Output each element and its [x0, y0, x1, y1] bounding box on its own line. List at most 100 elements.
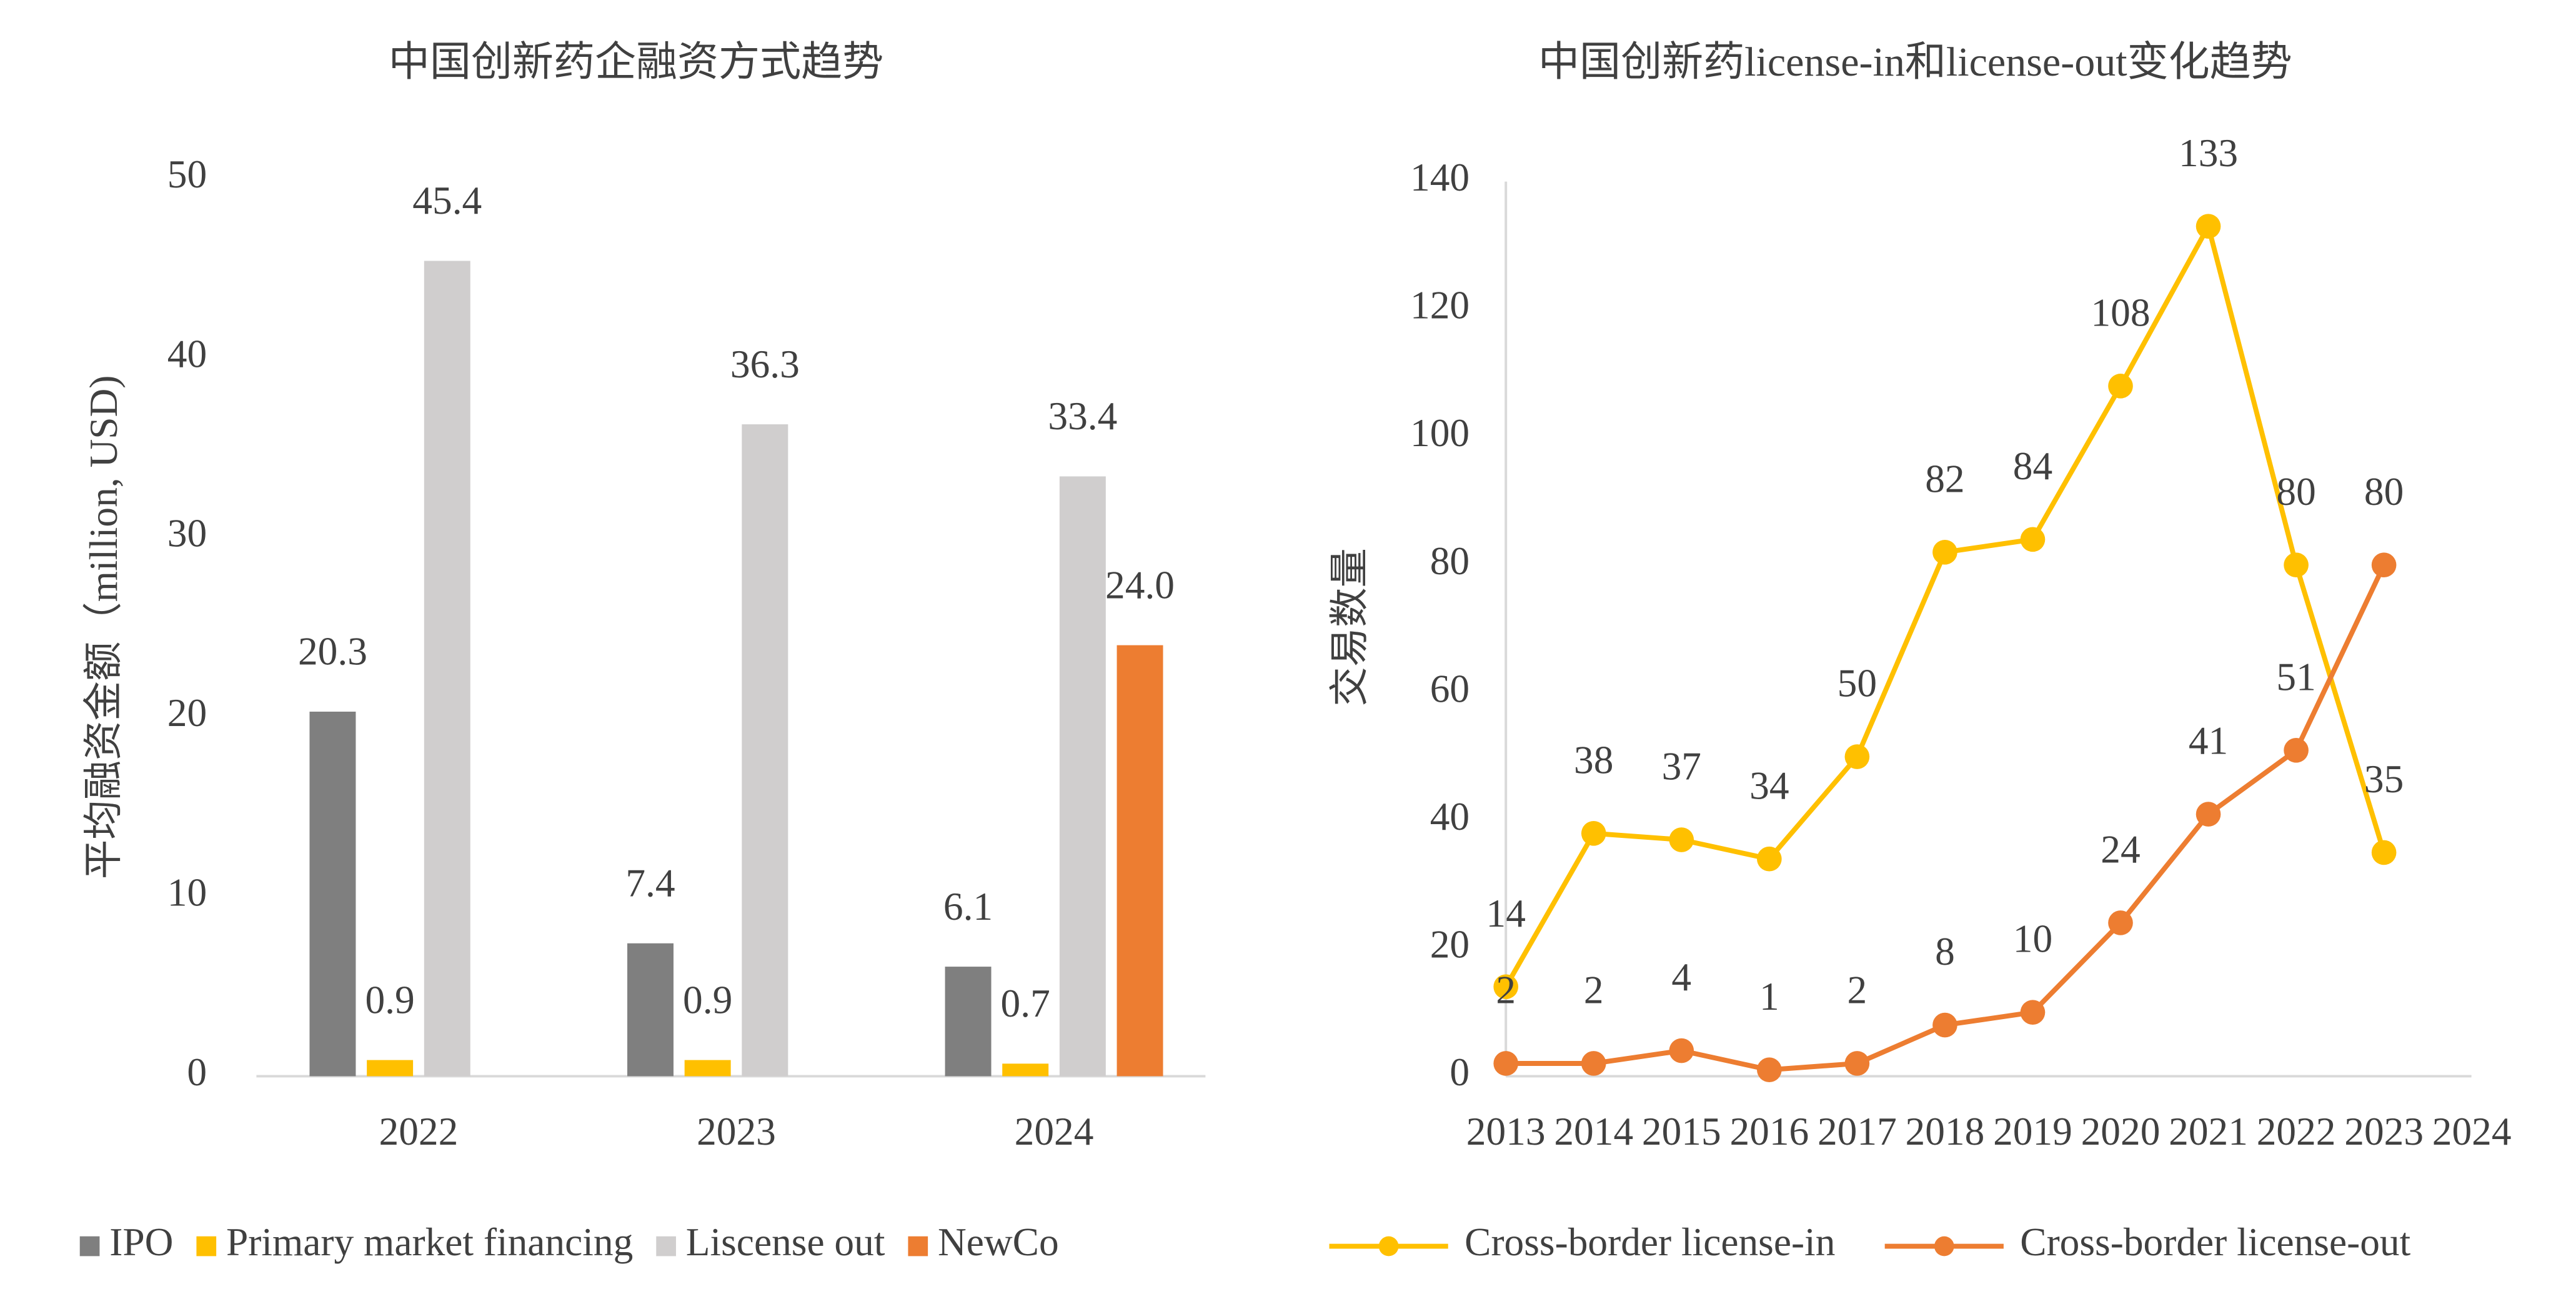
line [1503, 219, 2387, 988]
legend-label: Primary market financing [226, 1220, 633, 1264]
y-tick-label: 80 [1430, 539, 1470, 583]
x-tick-label: 2023 [2344, 1110, 2424, 1153]
point [2371, 552, 2397, 578]
legend-swatch [196, 1236, 217, 1257]
data-label: 45.4 [412, 179, 482, 222]
point [1581, 820, 1606, 846]
data-label: 4 [1671, 955, 1691, 999]
bar [1116, 645, 1163, 1077]
legend-label: IPO [109, 1220, 173, 1264]
legend-label: NewCo [938, 1220, 1059, 1264]
data-label: 50 [1838, 662, 1877, 705]
point [2020, 1000, 2046, 1025]
bar [309, 711, 356, 1077]
point [2108, 910, 2133, 935]
data-label: 35 [2364, 757, 2404, 801]
chart-title: 中国创新药企融资方式趋势 [389, 39, 883, 85]
data-label: 2 [1496, 968, 1516, 1012]
point [2108, 374, 2133, 399]
data-label: 82 [1925, 457, 1964, 500]
x-tick-label: 2021 [2169, 1110, 2248, 1153]
point [1932, 1012, 1957, 1038]
data-label: 133 [2179, 131, 2238, 175]
chart-title: 中国创新药license-in和license-out变化趋势 [1538, 39, 2292, 85]
point [2284, 738, 2309, 763]
data-label: 2 [1584, 968, 1604, 1012]
x-tick-label: 2015 [1642, 1110, 1721, 1153]
y-tick-label: 40 [1430, 795, 1470, 839]
x-tick-label: 2016 [1729, 1110, 1809, 1153]
y-tick-label: 0 [187, 1050, 207, 1094]
data-label: 33.4 [1048, 394, 1117, 438]
point [2284, 552, 2309, 578]
y-tick-label: 40 [167, 332, 207, 376]
y-tick-label: 140 [1410, 156, 1470, 199]
legend-label: Liscense out [686, 1220, 885, 1264]
data-label: 8 [1935, 930, 1955, 973]
y-tick-label: 120 [1410, 284, 1470, 327]
point [1844, 1051, 1870, 1076]
data-label: 38 [1574, 738, 1613, 782]
y-tick-label: 100 [1410, 411, 1470, 455]
data-label: 51 [2276, 655, 2315, 699]
legend-label: Cross-border license-out [2020, 1220, 2410, 1264]
y-tick-label: 20 [167, 691, 207, 735]
x-tick-label: 2024 [1015, 1110, 1094, 1153]
point [1844, 744, 1870, 769]
x-tick-label: 2018 [1906, 1110, 1985, 1153]
data-label: 2 [1847, 968, 1867, 1012]
bar [1059, 476, 1106, 1077]
point [2020, 527, 2046, 552]
legend-swatch [908, 1236, 928, 1257]
x-tick-label: 2024 [2432, 1110, 2512, 1153]
data-label: 34 [1749, 764, 1789, 807]
bar [367, 1060, 414, 1077]
point [1932, 539, 1957, 565]
data-label: 24 [2101, 828, 2140, 872]
y-axis-label: 交易数量 [1328, 548, 1372, 707]
bar [627, 943, 674, 1077]
point [1669, 1038, 1694, 1063]
point [2196, 214, 2221, 239]
legend-label: Cross-border license-in [1465, 1220, 1835, 1264]
point [1581, 1051, 1606, 1076]
legend-swatch [79, 1236, 100, 1257]
x-tick-label: 2014 [1554, 1110, 1633, 1153]
bar [742, 424, 788, 1077]
y-tick-label: 50 [167, 152, 207, 196]
y-tick-label: 30 [167, 512, 207, 555]
legend-swatch [656, 1236, 676, 1257]
data-label: 24.0 [1105, 563, 1175, 607]
point [1493, 1051, 1519, 1076]
bar [1002, 1063, 1049, 1077]
point [1493, 974, 1519, 1000]
y-axis-label: 平均融资金额（million, USD) [82, 376, 126, 880]
data-label: 84 [2013, 444, 2052, 488]
data-label: 6.1 [943, 885, 993, 928]
y-tick-label: 10 [167, 871, 207, 915]
line [1506, 564, 2387, 1073]
point [1669, 827, 1694, 852]
x-tick-label: 2022 [2257, 1110, 2336, 1153]
data-label: 0.9 [683, 978, 732, 1022]
point [1757, 846, 1782, 872]
data-label: 36.3 [730, 342, 800, 386]
x-tick-label: 2022 [379, 1110, 459, 1153]
data-label: 0.9 [365, 978, 414, 1022]
data-label: 10 [2013, 917, 2052, 961]
y-tick-label: 60 [1430, 667, 1470, 710]
point [2371, 840, 2397, 865]
data-label: 108 [2091, 291, 2150, 334]
point [1757, 1057, 1782, 1083]
data-label: 37 [1662, 745, 1701, 789]
data-label: 14 [1486, 892, 1526, 935]
legend-marker [1934, 1236, 1954, 1257]
data-label: 80 [2364, 470, 2404, 514]
data-label: 7.4 [625, 861, 675, 905]
data-label: 20.3 [298, 630, 367, 674]
bar [945, 967, 992, 1077]
data-label: 80 [2276, 470, 2315, 514]
x-tick-label: 2013 [1466, 1110, 1546, 1153]
